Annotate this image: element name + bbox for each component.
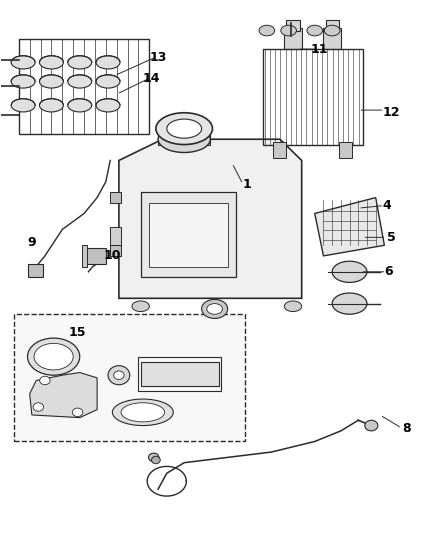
Ellipse shape: [113, 399, 173, 425]
Ellipse shape: [40, 376, 50, 385]
Bar: [14, 314, 245, 441]
Ellipse shape: [259, 25, 275, 36]
Ellipse shape: [121, 403, 165, 422]
Polygon shape: [30, 373, 97, 418]
Text: 8: 8: [402, 422, 410, 435]
Ellipse shape: [207, 304, 223, 314]
Text: 14: 14: [143, 72, 160, 85]
Ellipse shape: [68, 56, 92, 69]
Ellipse shape: [68, 75, 92, 88]
Text: 11: 11: [311, 43, 328, 55]
Ellipse shape: [11, 56, 35, 69]
Text: 10: 10: [104, 249, 121, 262]
Text: 9: 9: [28, 236, 36, 249]
Bar: [273, 142, 286, 158]
Ellipse shape: [72, 408, 83, 417]
Ellipse shape: [96, 99, 120, 112]
Bar: [110, 227, 121, 245]
Text: 6: 6: [385, 265, 393, 278]
Text: 12: 12: [382, 106, 399, 119]
Text: 5: 5: [387, 231, 395, 244]
Bar: [325, 20, 339, 30]
Ellipse shape: [158, 126, 210, 152]
Bar: [19, 38, 149, 134]
Ellipse shape: [201, 300, 228, 318]
Ellipse shape: [156, 113, 212, 144]
Ellipse shape: [148, 453, 159, 462]
Ellipse shape: [307, 25, 322, 36]
Ellipse shape: [11, 75, 35, 88]
Ellipse shape: [114, 371, 124, 379]
Ellipse shape: [34, 343, 73, 370]
Ellipse shape: [132, 301, 149, 312]
Ellipse shape: [281, 25, 297, 36]
Ellipse shape: [332, 261, 367, 282]
Text: 1: 1: [243, 178, 252, 191]
Ellipse shape: [28, 338, 80, 375]
Bar: [286, 20, 300, 30]
Ellipse shape: [365, 420, 378, 431]
Ellipse shape: [11, 99, 35, 112]
Polygon shape: [141, 362, 219, 386]
Bar: [149, 203, 228, 266]
Ellipse shape: [68, 99, 92, 112]
Bar: [86, 248, 106, 264]
Bar: [339, 142, 352, 158]
Ellipse shape: [167, 119, 201, 138]
Bar: [138, 357, 221, 391]
Bar: [110, 245, 121, 256]
Ellipse shape: [108, 366, 130, 385]
Ellipse shape: [33, 403, 44, 411]
Text: 15: 15: [69, 326, 86, 340]
Bar: [82, 245, 87, 266]
Ellipse shape: [324, 25, 340, 36]
Polygon shape: [315, 198, 385, 256]
Bar: [110, 192, 121, 203]
Ellipse shape: [39, 75, 64, 88]
Bar: [284, 28, 302, 49]
Ellipse shape: [152, 456, 160, 464]
Ellipse shape: [284, 301, 302, 312]
Bar: [262, 49, 363, 144]
Ellipse shape: [96, 75, 120, 88]
Bar: [28, 264, 43, 277]
Bar: [323, 28, 341, 49]
Ellipse shape: [39, 56, 64, 69]
Bar: [158, 123, 210, 144]
Ellipse shape: [332, 293, 367, 314]
Text: 4: 4: [382, 199, 391, 212]
Bar: [141, 192, 237, 277]
Text: 13: 13: [149, 51, 167, 63]
Ellipse shape: [39, 99, 64, 112]
Polygon shape: [119, 139, 302, 298]
Ellipse shape: [96, 56, 120, 69]
